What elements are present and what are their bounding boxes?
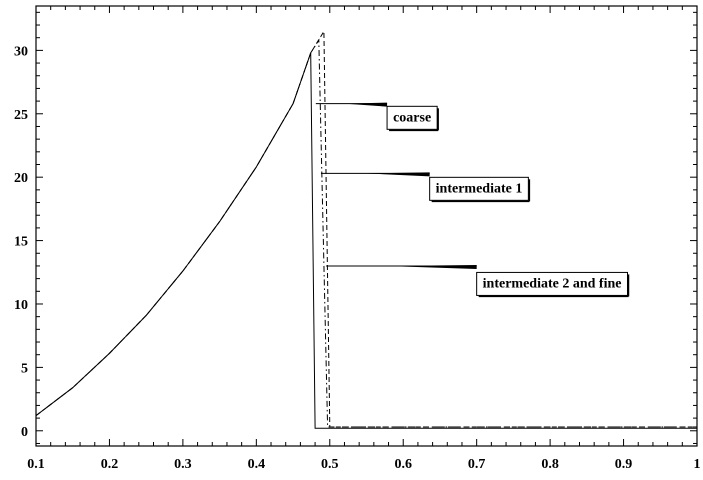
x-tick-label: 0.5	[321, 457, 339, 472]
x-tick-label: 0.4	[248, 457, 266, 472]
y-tick-label: 15	[14, 235, 28, 250]
series-line-dash-dot	[35, 38, 697, 428]
x-tick-label: 0.2	[101, 457, 119, 472]
x-tick-label: 0.3	[174, 457, 192, 472]
series-group	[35, 29, 697, 429]
series-line-dashed	[35, 29, 697, 428]
x-tick-label: 0.6	[394, 457, 412, 472]
annotation-box	[476, 271, 628, 296]
annotation-label: intermediate 2 and fine	[483, 276, 622, 291]
x-tick-label: 0.7	[468, 457, 486, 472]
y-tick-label: 20	[14, 171, 28, 186]
annotation-box	[429, 176, 529, 201]
plot-frame	[35, 5, 698, 447]
annotation: intermediate 2 and fine	[326, 264, 630, 298]
annotation-box	[386, 105, 438, 130]
annotation-label: coarse	[393, 110, 431, 125]
y-tick-label: 25	[14, 108, 28, 123]
annotation: intermediate 1	[320, 172, 531, 203]
x-tick-label: 1	[694, 457, 701, 472]
x-tick-label: 0.8	[541, 457, 559, 472]
annotation-arrow	[364, 172, 430, 177]
y-tick-label: 0	[21, 425, 28, 440]
ticks	[35, 6, 698, 446]
annotations: coarse intermediate 1 intermediate 2 and f…	[315, 102, 630, 298]
annotation-arrow	[386, 264, 477, 269]
y-tick-label: 30	[14, 44, 28, 59]
x-tick-label: 0.9	[615, 457, 633, 472]
annotation-label: intermediate 1	[436, 181, 523, 196]
annotation: coarse	[315, 102, 439, 132]
y-tick-label: 10	[14, 298, 28, 313]
x-tick-label: 0.1	[27, 457, 45, 472]
annotation-arrow	[344, 102, 388, 107]
series-line-solid	[35, 52, 697, 429]
y-tick-label: 5	[21, 361, 28, 376]
